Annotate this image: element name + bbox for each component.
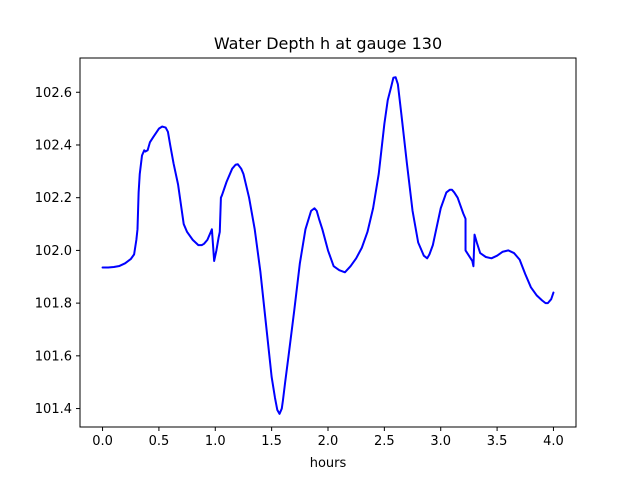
y-tick-label: 101.4 [35,402,72,417]
y-tick-label: 102.6 [35,86,72,101]
x-tick-label: 0.5 [149,434,170,449]
series-layer [101,76,555,415]
x-tick-label: 2.5 [374,434,395,449]
x-tick-label: 1.5 [261,434,282,449]
x-tick-label: 0.0 [92,434,113,449]
y-tick-label: 101.8 [35,297,72,312]
plot-area [80,58,576,427]
y-axis: 101.4 101.6 101.8 102.0 102.2 102.4 102.6 [35,86,80,417]
x-tick-label: 3.5 [487,434,508,449]
y-tick-label: 101.6 [35,349,72,364]
series-line-1 [101,76,555,415]
chart-title: Water Depth h at gauge 130 [214,34,442,53]
x-tick-label: 2.0 [318,434,339,449]
x-tick-label: 1.0 [205,434,226,449]
x-axis-label: hours [310,456,347,471]
x-axis: 0.0 0.5 1.0 1.5 2.0 2.5 3.0 3.5 4.0 [92,427,564,449]
y-tick-label: 102.4 [35,138,72,153]
y-tick-label: 102.2 [35,191,72,206]
x-tick-label: 4.0 [543,434,564,449]
x-tick-label: 3.0 [430,434,451,449]
y-tick-label: 102.0 [35,244,72,259]
